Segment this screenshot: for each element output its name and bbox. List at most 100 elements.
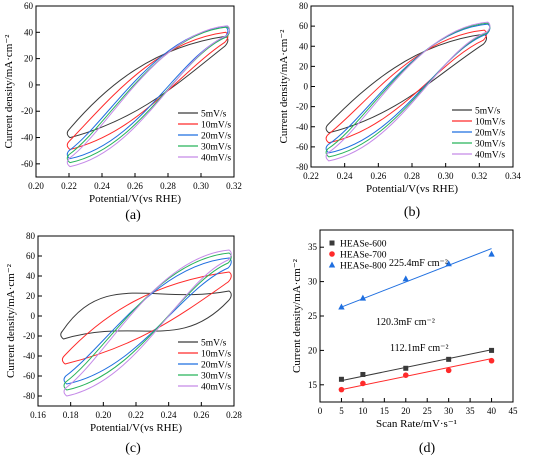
- x-tick-label: 0.30: [193, 181, 209, 191]
- x-tick-label: 0: [318, 406, 323, 416]
- x-axis-label: Potential/V(vs RHE): [366, 183, 458, 195]
- x-tick-label: 0.28: [404, 171, 420, 181]
- y-tick-label: 80: [299, 1, 309, 11]
- legend-label: 10mV/s: [475, 118, 505, 128]
- legend-label: 10mV/s: [201, 350, 231, 360]
- legend-label: HEASe-800: [340, 262, 387, 272]
- y-tick-label: -40: [296, 122, 308, 132]
- y-tick-label: -80: [296, 162, 308, 172]
- slope-annotation: 225.4mF cm⁻²: [389, 258, 448, 269]
- series-20mV-s-loop: [66, 26, 229, 160]
- y-tick-label: -20: [23, 331, 35, 341]
- x-tick-label: 45: [509, 406, 519, 416]
- y-tick-label: 25: [308, 311, 318, 321]
- series-10mV-s-loop: [325, 29, 488, 144]
- y-tick-label: -80: [23, 391, 35, 401]
- series-20mV-s-loop: [325, 23, 491, 154]
- panel-caption: (a): [125, 208, 141, 223]
- y-tick-label: 60: [24, 1, 34, 11]
- x-tick-label: 0.24: [94, 181, 110, 191]
- y-tick-label: 15: [308, 380, 318, 390]
- y-tick-label: 20: [308, 345, 318, 355]
- series-30mV-s-loop: [325, 22, 491, 158]
- y-axis-label: Current density/mA·cm⁻²: [278, 29, 290, 144]
- x-tick-label: 0.28: [226, 410, 242, 420]
- panel-2: 0.22 0.24 0.26 0.28 0.30 0.32 0.34 -80 -60 -40 -20…: [278, 1, 521, 220]
- y-tick-label: -60: [296, 142, 308, 152]
- data-point: [445, 367, 452, 374]
- y-tick-label: 0: [29, 80, 34, 90]
- data-point: [445, 260, 452, 267]
- x-tick-label: 0.28: [160, 181, 176, 191]
- legend-marker: [328, 261, 336, 268]
- x-tick-label: 0.22: [303, 171, 319, 181]
- x-tick-label: 0.22: [61, 181, 77, 191]
- y-tick-label: -60: [23, 371, 35, 381]
- data-point: [446, 356, 452, 362]
- y-tick-label: 60: [299, 21, 309, 31]
- y-axis-label: Current density/mA·cm⁻²: [5, 263, 17, 378]
- data-point: [488, 250, 495, 257]
- x-tick-label: 0.24: [337, 171, 353, 181]
- data-point: [403, 365, 409, 371]
- x-axis-label: Potential/V(vs RHE): [90, 422, 182, 434]
- data-point: [338, 376, 344, 382]
- legend-label: 30mV/s: [475, 140, 505, 150]
- legend-label: 20mV/s: [475, 129, 505, 139]
- legend-marker: [329, 251, 335, 257]
- fit-line-HEASe-700: [341, 358, 492, 391]
- y-tick-label: 40: [26, 271, 36, 281]
- series-5mV-s-loop: [60, 290, 232, 340]
- data-point: [338, 386, 345, 393]
- legend-label: 30mV/s: [201, 372, 231, 382]
- fit-line-HEASe-600: [341, 349, 492, 382]
- legend-marker: [329, 240, 335, 246]
- series-10mV-s-loop: [61, 271, 232, 365]
- panel-1: 0.20 0.22 0.24 0.26 0.28 0.30 0.32 -60 -40 -20 0 20…: [3, 1, 242, 223]
- x-tick-label: 0.24: [161, 410, 177, 420]
- slope-annotation: 112.1mF cm⁻²: [390, 343, 448, 354]
- y-tick-label: 60: [26, 251, 36, 261]
- x-tick-label: 40: [487, 406, 497, 416]
- x-tick-label: 20: [401, 406, 411, 416]
- legend-label: 5mV/s: [475, 107, 501, 117]
- legend-label: 20mV/s: [201, 132, 231, 142]
- series-40mV-s-loop: [66, 25, 231, 168]
- data-point: [489, 347, 495, 353]
- y-tick-label: 80: [26, 231, 36, 241]
- legend-label: 10mV/s: [201, 121, 231, 131]
- y-tick-label: 0: [31, 311, 36, 321]
- y-tick-label: 30: [308, 277, 318, 287]
- panel-caption: (c): [125, 441, 141, 456]
- y-tick-label: -60: [21, 159, 33, 169]
- x-tick-label: 10: [358, 406, 368, 416]
- legend-label: HEASe-600: [340, 240, 387, 250]
- x-axis-label: Scan Rate/mV·s⁻¹: [376, 418, 457, 430]
- x-tick-label: 0.26: [193, 410, 209, 420]
- series-40mV-s-loop: [325, 21, 491, 162]
- y-tick-label: 20: [26, 291, 36, 301]
- legend-label: HEASe-700: [340, 251, 387, 261]
- data-point: [360, 380, 366, 387]
- y-tick-label: 35: [308, 242, 318, 252]
- data-point: [402, 372, 409, 378]
- x-tick-label: 0.32: [226, 181, 242, 191]
- y-tick-label: 40: [24, 27, 34, 37]
- x-tick-label: 30: [444, 406, 454, 416]
- y-tick-label: -20: [296, 102, 308, 112]
- x-tick-label: 0.18: [63, 410, 79, 420]
- panel-4: 0 5 10 15 20 25 30 35 40 45 15 20 25 30 35 Scan Rate/mV…: [291, 229, 519, 456]
- x-tick-label: 0.20: [95, 410, 111, 420]
- y-tick-label: 20: [299, 61, 309, 71]
- y-axis-label: Current density/mA·cm⁻²: [291, 258, 303, 373]
- y-tick-label: 0: [304, 82, 309, 92]
- data-point: [338, 303, 345, 310]
- x-axis-label: Potential/V(vs RHE): [89, 193, 181, 205]
- series-40mV-s-loop: [63, 249, 232, 397]
- x-tick-label: 5: [339, 406, 344, 416]
- x-tick-label: 0.26: [370, 171, 386, 181]
- x-tick-label: 0.32: [471, 171, 487, 181]
- legend-label: 40mV/s: [201, 154, 231, 164]
- data-point: [360, 371, 366, 377]
